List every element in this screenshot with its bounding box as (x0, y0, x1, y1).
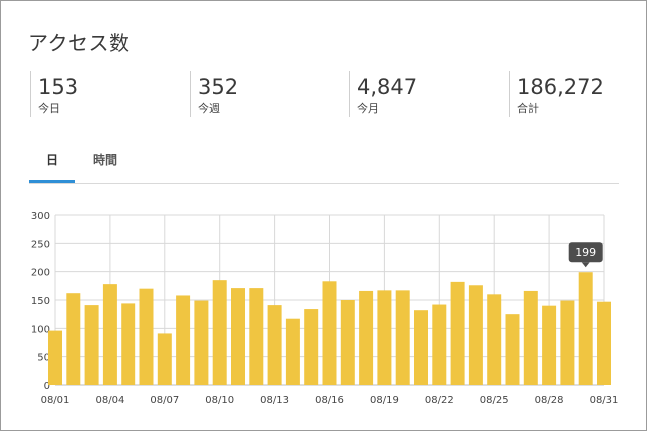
y-tick-label: 150 (31, 296, 50, 307)
stat-total-value: 186,272 (517, 75, 604, 99)
x-tick-label: 08/16 (315, 395, 344, 406)
stat-month: 4,847 今月 (349, 71, 417, 117)
bar (139, 288, 154, 385)
tooltip-box (568, 242, 603, 263)
bar (578, 272, 593, 385)
stat-week-value: 352 (198, 75, 239, 99)
bar (121, 303, 136, 385)
stat-month-label: 今月 (357, 102, 379, 115)
bar (523, 290, 538, 385)
access-bar-chart: 0 50 100 150 200 250 300 08/01 08/04 08/07 08/10 08… (31, 211, 619, 406)
bar (359, 290, 374, 385)
bar (597, 301, 611, 385)
x-tick-label: 08/19 (370, 395, 399, 406)
stat-total: 186,272 合計 (509, 71, 604, 117)
bar (322, 281, 337, 385)
bar (377, 290, 392, 385)
bar (84, 305, 99, 385)
bar (395, 290, 410, 385)
x-tick-label: 08/25 (480, 395, 509, 406)
stat-week: 352 今週 (190, 71, 238, 117)
stat-month-value: 4,847 (357, 75, 418, 99)
stat-week-label: 今週 (198, 102, 220, 115)
y-tick-label: 50 (37, 353, 50, 364)
x-tick-label: 08/22 (425, 395, 454, 406)
stats-row: 153 今日 352 今週 4,847 今月 186,272 合計 (30, 71, 620, 117)
tab-hour[interactable]: 時間 (92, 153, 117, 167)
x-tick-label: 08/01 (41, 395, 70, 406)
bar (542, 305, 557, 385)
y-tick-label: 200 (31, 268, 50, 279)
bar (48, 330, 62, 385)
bar (249, 288, 264, 385)
stat-today-value: 153 (38, 75, 79, 99)
x-tick-label: 08/10 (205, 395, 234, 406)
bar (450, 281, 465, 385)
bar (267, 305, 282, 385)
bar (468, 285, 483, 385)
bar (414, 310, 428, 385)
bar (157, 333, 172, 385)
stat-today: 153 今日 (30, 71, 78, 117)
y-tick-label: 100 (31, 324, 50, 335)
x-tick-label: 08/28 (535, 395, 564, 406)
y-tick-label: 250 (31, 239, 50, 250)
stat-total-label: 合計 (517, 102, 539, 115)
bar (102, 284, 117, 385)
x-tick-label: 08/13 (260, 395, 289, 406)
y-tick-label: 0 (44, 381, 50, 392)
bar (176, 295, 191, 385)
y-tick-label: 300 (31, 211, 50, 222)
x-tick-label: 08/07 (150, 395, 179, 406)
tab-bar: 日 時間 (29, 147, 619, 184)
bar (432, 304, 447, 385)
stat-today-label: 今日 (38, 102, 60, 115)
tab-day[interactable]: 日 (29, 147, 75, 183)
bar (304, 309, 319, 385)
bar (487, 294, 502, 385)
bar (212, 280, 227, 385)
tooltip-pointer (581, 262, 590, 268)
x-tick-label: 08/04 (95, 395, 124, 406)
bar (505, 314, 520, 385)
bar (340, 300, 355, 385)
bar (285, 318, 300, 385)
bar (560, 300, 575, 385)
x-tick-label: 08/31 (590, 395, 619, 406)
tooltip-value: 199 (575, 246, 596, 259)
bar (231, 288, 245, 385)
bar (194, 300, 209, 385)
bar (66, 293, 81, 385)
widget-title: アクセス数 (28, 31, 130, 55)
